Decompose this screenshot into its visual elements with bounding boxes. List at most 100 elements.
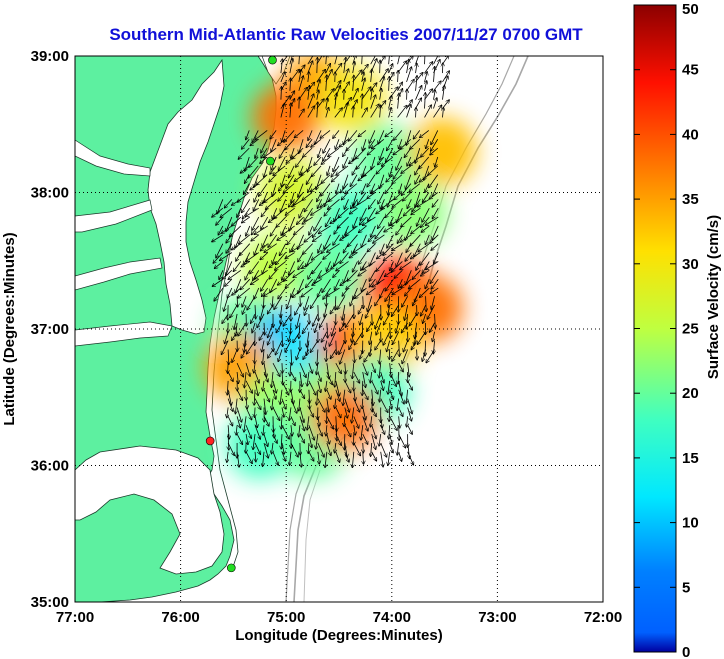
velocity-vector-148 — [378, 192, 385, 205]
velocity-vector-12 — [388, 107, 392, 118]
velocity-vector-268 — [271, 139, 277, 152]
velocity-vector-573 — [344, 199, 349, 209]
velocity-vector-590 — [278, 349, 283, 361]
velocity-vector-922 — [245, 380, 252, 393]
velocity-vector-500 — [358, 225, 367, 233]
velocity-vector-414 — [260, 252, 268, 260]
velocity-vector-426 — [369, 252, 376, 267]
velocity-vector-17 — [433, 105, 442, 118]
velocity-vector-544 — [304, 207, 313, 221]
velocity-vector-0 — [280, 103, 285, 118]
velocity-vector-795 — [236, 433, 242, 444]
velocity-vector-384 — [214, 261, 224, 268]
velocity-vector-576 — [368, 199, 376, 209]
velocity-vector-328 — [385, 287, 394, 301]
velocity-vector-869 — [335, 407, 341, 417]
velocity-vector-695 — [360, 313, 364, 325]
pamlico-sound — [75, 445, 225, 575]
velocity-vector-850 — [353, 416, 359, 428]
velocity-vector-90 — [406, 67, 412, 83]
velocity-vector-71 — [406, 79, 415, 92]
velocity-vector-567 — [288, 199, 295, 207]
velocity-vector-591 — [291, 349, 292, 365]
velocity-vector-40 — [298, 87, 307, 100]
bathymetry-contour-3 — [303, 469, 321, 602]
velocity-vector-379 — [394, 270, 403, 278]
velocity-vector-938 — [388, 380, 390, 394]
velocity-vector-755 — [255, 451, 256, 462]
delaware-bay — [261, 56, 291, 85]
velocity-vector-566 — [280, 199, 287, 212]
velocity-vector-57 — [280, 82, 286, 92]
velocity-vector-216 — [393, 165, 403, 179]
velocity-vector-417 — [285, 252, 295, 259]
velocity-vector-227 — [296, 156, 304, 167]
velocity-vector-366 — [282, 270, 287, 280]
velocity-vector-505 — [405, 225, 412, 241]
velocity-vector-73 — [425, 81, 427, 91]
velocity-vector-824 — [308, 425, 315, 440]
velocity-vector-110 — [416, 63, 417, 74]
velocity-vector-125 — [379, 56, 386, 65]
velocity-vector-2 — [298, 109, 304, 118]
velocity-vector-502 — [375, 225, 385, 239]
velocity-vector-632 — [224, 331, 229, 344]
velocity-vector-26 — [343, 97, 352, 109]
velocity-vector-297 — [333, 130, 340, 138]
velocity-vector-373 — [343, 270, 349, 283]
velocity-vector-356 — [408, 278, 421, 289]
velocity-vector-119 — [326, 56, 327, 65]
velocity-vector-681 — [234, 313, 238, 330]
velocity-vector-501 — [370, 225, 376, 237]
velocity-vector-784 — [326, 442, 331, 456]
velocity-vector-862 — [272, 407, 280, 420]
colorbar — [633, 4, 677, 653]
velocity-vector-94 — [442, 71, 449, 83]
velocity-vector-754 — [245, 451, 252, 464]
velocity-vector-118 — [316, 56, 324, 65]
velocity-vector-486 — [229, 225, 242, 237]
velocity-vector-272 — [306, 139, 313, 147]
velocity-vector-976 — [352, 363, 354, 379]
velocity-vector-756 — [263, 451, 265, 467]
velocity-vector-615 — [285, 340, 292, 353]
velocity-vector-896 — [390, 398, 392, 410]
velocity-vector-5 — [325, 107, 329, 118]
velocity-vector-255 — [353, 148, 358, 161]
velocity-vector-514 — [261, 216, 269, 229]
velocity-vector-696 — [372, 313, 373, 325]
velocity-vector-42 — [317, 90, 319, 100]
velocity-vector-9 — [361, 108, 368, 118]
velocity-vector-55 — [434, 90, 436, 100]
velocity-vector-354 — [398, 279, 403, 288]
colorbar-tick-label-4: 20 — [682, 385, 699, 402]
velocity-vector-434 — [216, 243, 224, 258]
velocity-vector-204 — [288, 165, 295, 178]
velocity-vector-79 — [308, 72, 309, 82]
velocity-vector-744 — [367, 296, 373, 311]
velocity-vector-349 — [346, 278, 358, 289]
velocity-vector-560 — [224, 199, 233, 208]
velocity-vector-433 — [434, 252, 439, 264]
velocity-vector-340 — [270, 278, 278, 293]
velocity-vector-595 — [326, 349, 327, 361]
velocity-vector-107 — [388, 64, 393, 74]
velocity-vector-29 — [370, 95, 376, 109]
velocity-vector-769 — [380, 451, 383, 467]
velocity-vector-258 — [379, 147, 385, 160]
colorbar-label: Surface Velocity (cm/s) — [705, 215, 722, 379]
velocity-vector-295 — [314, 130, 322, 144]
velocity-vector-965 — [254, 363, 255, 373]
velocity-vector-511 — [231, 216, 242, 226]
velocity-vector-62 — [326, 75, 327, 91]
velocity-vector-76 — [280, 72, 285, 83]
velocity-vector-559 — [217, 199, 224, 214]
velocity-vector-167 — [345, 183, 358, 194]
velocity-vector-228 — [307, 156, 313, 172]
velocity-vector-265 — [241, 139, 250, 149]
velocity-vector-958 — [380, 371, 384, 383]
velocity-vector-245 — [261, 147, 268, 158]
velocity-vector-904 — [272, 389, 276, 400]
velocity-vector-95 — [281, 59, 283, 74]
velocity-vector-557 — [422, 208, 430, 222]
